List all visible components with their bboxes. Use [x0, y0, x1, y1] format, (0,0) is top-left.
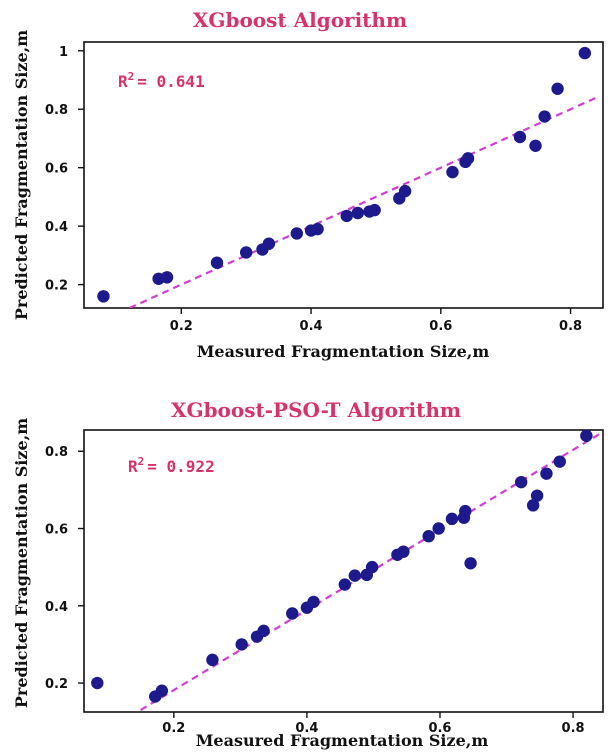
data-point [235, 638, 248, 651]
data-point [551, 82, 564, 95]
data-point [514, 475, 528, 489]
data-point [580, 429, 593, 442]
data-point [540, 467, 553, 480]
x-axis-label: Measured Fragmentation Size,m [196, 731, 489, 750]
data-point [526, 499, 540, 512]
data-point [307, 595, 320, 609]
data-point [513, 130, 527, 144]
x-axis-label: Measured Fragmentation Size,m [197, 342, 490, 361]
data-point [445, 512, 459, 526]
y-tick-label: 0.6 [45, 162, 68, 177]
data-point [290, 227, 303, 240]
y-axis-label: Predicted Fragmentation Size,m [12, 418, 31, 708]
x-tick-label: 0.8 [562, 721, 585, 736]
data-point [365, 560, 379, 574]
y-tick-label: 0.6 [45, 523, 68, 538]
x-tick-label: 0.6 [429, 319, 452, 334]
y-axis-label: Predicted Fragmentation Size,m [12, 30, 31, 320]
data-point [348, 569, 362, 582]
y-tick-label: 0.4 [45, 600, 68, 615]
data-point [459, 504, 472, 518]
y-tick-label: 1 [59, 45, 68, 60]
data-point [97, 290, 110, 303]
data-point [422, 530, 435, 543]
data-point [155, 684, 169, 697]
data-point [210, 256, 224, 269]
data-point [397, 545, 410, 558]
data-point [206, 653, 219, 667]
y-tick-label: 0.2 [45, 279, 68, 294]
data-point [340, 209, 353, 223]
data-point [91, 676, 104, 690]
data-point [286, 607, 299, 620]
data-point [578, 46, 592, 60]
x-tick-label: 0.2 [162, 721, 185, 736]
y-tick-label: 0.2 [45, 677, 68, 692]
data-point [351, 206, 364, 220]
x-tick-label: 0.2 [170, 319, 193, 334]
r-squared-annotation: R2 = 0.641 [118, 70, 205, 91]
data-point [538, 110, 551, 123]
data-point [160, 271, 174, 284]
data-point [464, 557, 477, 570]
chart-title: XGboost-PSO-T Algorithm [171, 398, 461, 422]
data-point [257, 624, 270, 638]
y-tick-label: 0.4 [45, 220, 68, 235]
x-tick-label: 0.4 [295, 721, 318, 736]
r-squared-annotation: R2 = 0.922 [128, 455, 215, 476]
data-point [553, 455, 566, 468]
data-point [262, 237, 276, 250]
fit-line [128, 96, 597, 308]
data-point [338, 578, 352, 591]
data-point [432, 522, 445, 535]
chart-panel-2: XGboost-PSO-T Algorithm 0.2 0.4 0.6 0.8 0.2 0.… [12, 398, 604, 750]
x-tick-label: 0.8 [559, 319, 582, 334]
data-point [368, 203, 381, 217]
chart-panel-1: XGboost Algorithm 0.2 0.4 0.6 0.8 0.2 0.4 0.6 0.… [12, 8, 604, 361]
data-point [446, 165, 459, 179]
data-point [398, 184, 412, 198]
y-tick-label: 0.8 [45, 445, 68, 460]
x-tick-label: 0.4 [300, 319, 323, 334]
data-point [239, 246, 253, 259]
data-point [530, 489, 544, 502]
chart-title: XGboost Algorithm [193, 8, 407, 32]
data-point [529, 139, 542, 152]
data-point [461, 152, 475, 165]
data-point [311, 222, 324, 236]
y-tick-label: 0.8 [45, 103, 68, 118]
plot-frame [83, 41, 604, 309]
x-tick-label: 0.6 [428, 721, 451, 736]
plot-frame [83, 429, 604, 713]
